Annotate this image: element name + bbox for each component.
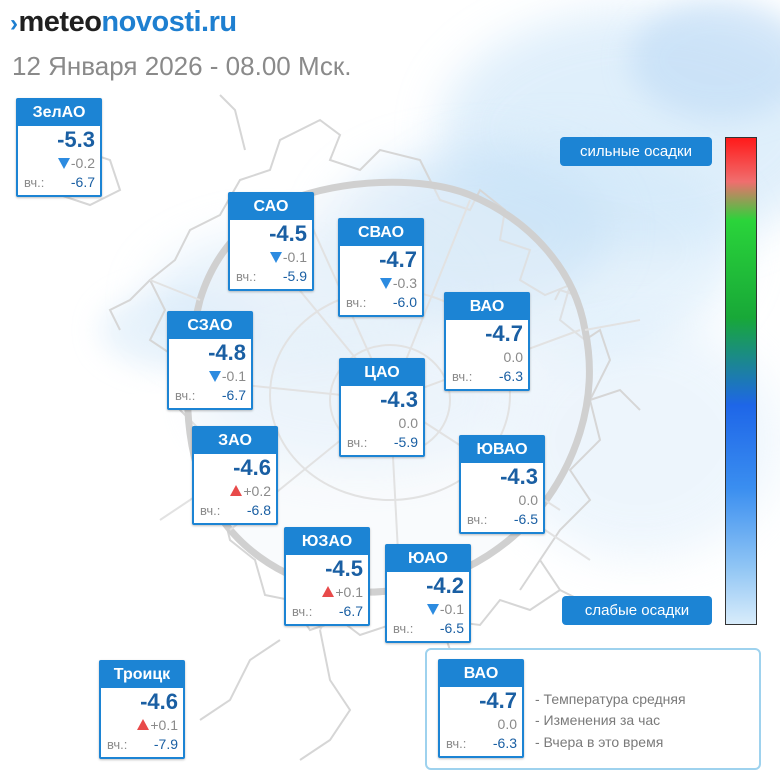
average-temperature: -4.3 (500, 464, 538, 489)
yesterday-label: вч.: (107, 737, 128, 752)
hourly-change: +0.2 (230, 483, 271, 499)
hourly-change: 0.0 (518, 492, 538, 508)
yesterday-temperature: -6.8 (246, 502, 271, 518)
yesterday-label: вч.: (24, 175, 45, 190)
legend-yesterday: - Вчера в это время (535, 734, 664, 750)
average-temperature: -4.2 (426, 573, 464, 598)
trend-down-icon (379, 278, 392, 289)
average-temperature: -5.3 (57, 127, 95, 152)
yesterday-label: вч.: (452, 369, 473, 384)
hourly-change: +0.1 (322, 584, 363, 600)
district-name: ВАО (440, 661, 522, 687)
district-card-zao: ЗАО -4.6 +0.2 вч.: -6.8 (192, 426, 278, 525)
district-name: ВАО (446, 294, 528, 320)
logo-text-novosti: novosti.ru (101, 6, 237, 38)
average-temperature: -4.5 (325, 556, 363, 581)
average-temperature: -4.6 (140, 689, 178, 714)
district-card-sao: САО -4.5 -0.1 вч.: -5.9 (228, 192, 314, 291)
district-name: ЗАО (194, 428, 276, 454)
district-name: ЦАО (341, 360, 423, 386)
district-name: СЗАО (169, 313, 251, 339)
trend-up-icon (230, 485, 243, 496)
average-temperature: -4.7 (485, 321, 523, 346)
district-name: СВАО (340, 220, 422, 246)
yesterday-label: вч.: (292, 604, 313, 619)
average-temperature: -4.3 (380, 387, 418, 412)
district-name: ЗелАО (18, 100, 100, 126)
trend-down-icon (57, 158, 70, 169)
yesterday-label: вч.: (393, 621, 414, 636)
yesterday-temperature: -5.9 (282, 268, 307, 284)
hourly-change: -0.1 (208, 368, 246, 384)
yesterday-temperature: -7.9 (153, 736, 178, 752)
yesterday-label: вч.: (200, 503, 221, 518)
legend-sample-card: ВАО -4.7 0.0 вч.: -6.3 (438, 659, 524, 758)
district-card-szao: СЗАО -4.8 -0.1 вч.: -6.7 (167, 311, 253, 410)
yesterday-temperature: -6.3 (492, 735, 517, 751)
district-name: ЮАО (387, 546, 469, 572)
hourly-change: 0.0 (398, 415, 418, 431)
hourly-change: -0.2 (57, 155, 95, 171)
yesterday-temperature: -6.5 (439, 620, 464, 636)
district-name: САО (230, 194, 312, 220)
trend-up-icon (322, 586, 335, 597)
logo-text-meteo: meteo (18, 6, 102, 38)
hourly-change: 0.0 (503, 349, 523, 365)
average-temperature: -4.8 (208, 340, 246, 365)
district-card-vao: ВАО -4.7 0.0 вч.: -6.3 (444, 292, 530, 391)
light-precipitation-label: слабые осадки (562, 596, 712, 625)
average-temperature: -4.7 (479, 688, 517, 713)
heavy-precipitation-label: сильные осадки (560, 137, 712, 166)
yesterday-temperature: -6.7 (338, 603, 363, 619)
hourly-change: 0.0 (497, 716, 517, 732)
hourly-change: -0.1 (426, 601, 464, 617)
yesterday-label: вч.: (175, 388, 196, 403)
yesterday-label: вч.: (236, 269, 257, 284)
district-card-yuao: ЮАО -4.2 -0.1 вч.: -6.5 (385, 544, 471, 643)
average-temperature: -4.5 (269, 221, 307, 246)
logo-chevron-icon: › (10, 10, 18, 37)
yesterday-temperature: -6.7 (221, 387, 246, 403)
trend-down-icon (269, 252, 282, 263)
district-card-cao: ЦАО -4.3 0.0 вч.: -5.9 (339, 358, 425, 457)
district-name: ЮЗАО (286, 529, 368, 555)
yesterday-label: вч.: (347, 435, 368, 450)
hourly-change: -0.3 (379, 275, 417, 291)
district-card-yuvao: ЮВАО -4.3 0.0 вч.: -6.5 (459, 435, 545, 534)
hourly-change: +0.1 (137, 717, 178, 733)
trend-down-icon (426, 604, 439, 615)
yesterday-label: вч.: (346, 295, 367, 310)
yesterday-temperature: -6.3 (498, 368, 523, 384)
hourly-change: -0.1 (269, 249, 307, 265)
district-card-svao: СВАО -4.7 -0.3 вч.: -6.0 (338, 218, 424, 317)
yesterday-temperature: -6.7 (70, 174, 95, 190)
site-logo[interactable]: ›meteonovosti.ru (10, 6, 237, 39)
legend-average-temperature: - Температура средняя (535, 691, 686, 707)
district-card-yuzao: ЮЗАО -4.5 +0.1 вч.: -6.7 (284, 527, 370, 626)
precipitation-color-scale (725, 137, 757, 625)
yesterday-temperature: -6.5 (513, 511, 538, 527)
yesterday-label: вч.: (467, 512, 488, 527)
district-card-troitsk: Троицк -4.6 +0.1 вч.: -7.9 (99, 660, 185, 759)
yesterday-temperature: -5.9 (393, 434, 418, 450)
average-temperature: -4.6 (233, 455, 271, 480)
yesterday-label: вч.: (446, 736, 467, 751)
district-card-zelao: ЗелАО -5.3 -0.2 вч.: -6.7 (16, 98, 102, 197)
date-time-header: 12 Января 2026 - 08.00 Мск. (12, 51, 352, 81)
district-name: ЮВАО (461, 437, 543, 463)
yesterday-temperature: -6.0 (392, 294, 417, 310)
trend-down-icon (208, 371, 221, 382)
trend-up-icon (137, 719, 150, 730)
district-name: Троицк (101, 662, 183, 688)
average-temperature: -4.7 (379, 247, 417, 272)
legend-hourly-change: - Изменения за час (535, 712, 661, 728)
